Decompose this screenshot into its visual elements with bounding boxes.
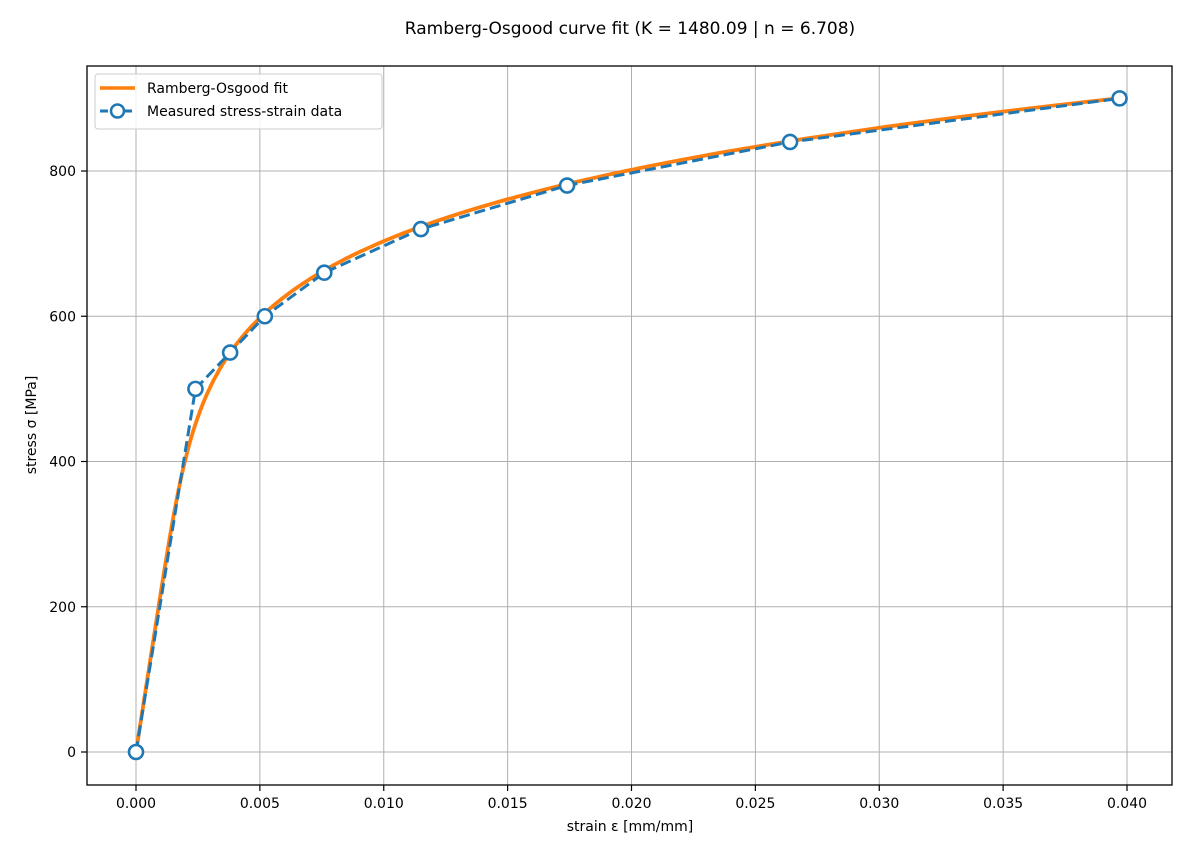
chart-title: Ramberg-Osgood curve fit (K = 1480.09 | … xyxy=(405,19,855,39)
x-tick-label: 0.005 xyxy=(240,796,280,812)
fit-curve-line xyxy=(134,96,1119,753)
data-point-marker xyxy=(256,307,274,325)
legend-data-marker-icon xyxy=(109,103,126,119)
axes-background xyxy=(87,66,1172,785)
y-tick-label: 200 xyxy=(49,600,76,616)
axes-frame xyxy=(86,65,1173,786)
x-axis-ticks: 0.000 0.005 0.010 0.015 0.020 0.025 0.030 0.035… xyxy=(116,785,1147,812)
legend: Ramberg-Osgood fit Measured stress-strai… xyxy=(94,73,383,130)
plot-area xyxy=(86,65,1173,786)
data-point-marker xyxy=(781,133,799,151)
series-measured-data xyxy=(127,90,1128,761)
legend-label-fit: Ramberg-Osgood fit xyxy=(147,81,288,97)
data-point-marker xyxy=(1111,90,1128,107)
x-axis-label: strain ε [mm/mm] xyxy=(567,819,694,835)
x-tick-label: 0.000 xyxy=(116,796,156,812)
data-point-marker xyxy=(221,344,239,361)
data-point-marker xyxy=(315,264,333,281)
y-axis-label: stress σ [MPa] xyxy=(24,376,40,475)
y-tick-label: 400 xyxy=(49,455,76,471)
y-tick-label: 600 xyxy=(49,309,76,325)
x-tick-label: 0.030 xyxy=(859,796,899,812)
measured-data-line xyxy=(134,96,1120,753)
x-tick-label: 0.020 xyxy=(611,796,651,812)
x-tick-label: 0.015 xyxy=(488,796,528,812)
data-point-marker xyxy=(558,177,576,194)
data-point-marker xyxy=(187,380,204,398)
x-tick-label: 0.035 xyxy=(983,796,1023,812)
legend-box xyxy=(94,73,383,130)
x-tick-label: 0.040 xyxy=(1107,796,1147,812)
data-point-marker xyxy=(412,220,430,238)
y-axis-ticks: 0 200 400 600 800 xyxy=(49,164,87,761)
y-tick-label: 0 xyxy=(67,745,76,761)
y-tick-label: 800 xyxy=(49,164,76,180)
x-tick-label: 0.025 xyxy=(735,796,775,812)
legend-label-data: Measured stress-strain data xyxy=(147,104,342,120)
data-point-marker xyxy=(127,743,145,761)
series-ramberg-osgood-fit xyxy=(134,96,1119,753)
x-tick-label: 0.010 xyxy=(364,796,404,812)
